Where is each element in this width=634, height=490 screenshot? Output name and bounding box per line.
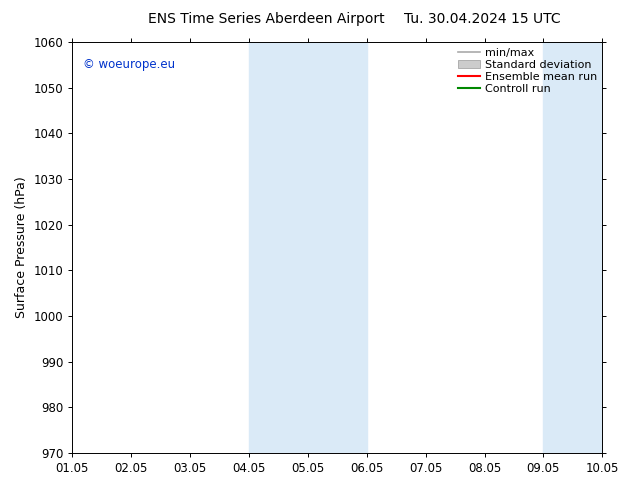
- Bar: [308, 42, 366, 453]
- Y-axis label: Surface Pressure (hPa): Surface Pressure (hPa): [15, 176, 28, 318]
- Bar: [249, 42, 308, 453]
- Legend: min/max, Standard deviation, Ensemble mean run, Controll run: min/max, Standard deviation, Ensemble me…: [456, 46, 599, 97]
- Bar: [602, 42, 634, 453]
- Text: Tu. 30.04.2024 15 UTC: Tu. 30.04.2024 15 UTC: [403, 12, 560, 26]
- Bar: [543, 42, 602, 453]
- Text: ENS Time Series Aberdeen Airport: ENS Time Series Aberdeen Airport: [148, 12, 385, 26]
- Text: © woeurope.eu: © woeurope.eu: [83, 58, 175, 72]
